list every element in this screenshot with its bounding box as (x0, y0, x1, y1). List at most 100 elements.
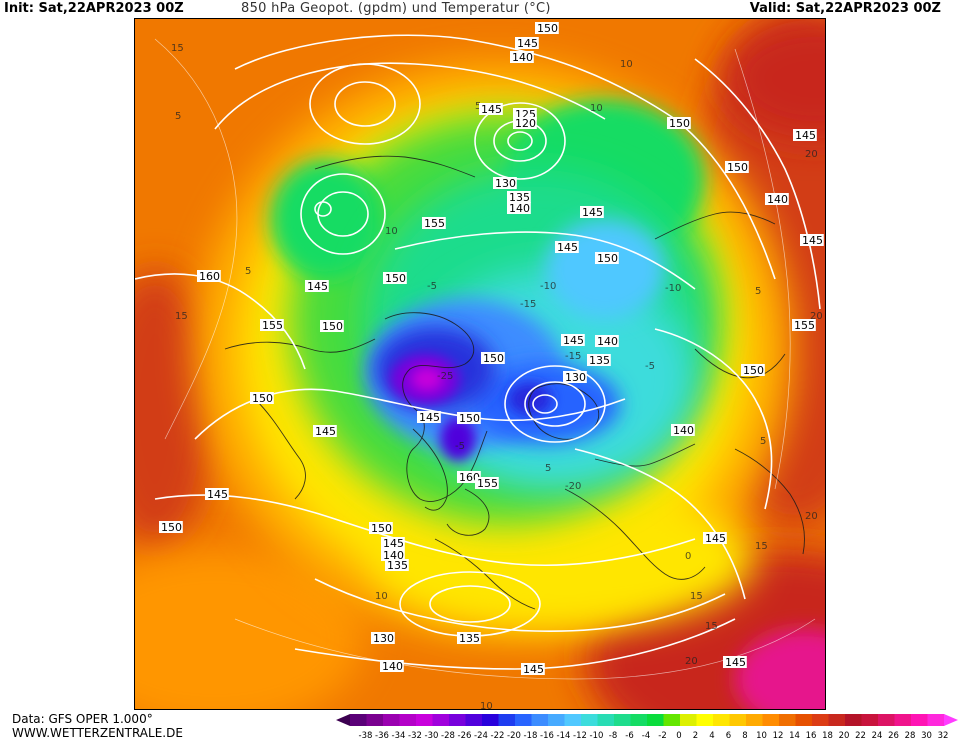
colorbar-tick-label: -6 (625, 731, 633, 741)
init-time: Init: Sat,22APR2023 00Z (4, 1, 184, 16)
geopotential-label: 135 (589, 354, 610, 367)
geopotential-label: 145 (207, 488, 228, 501)
geopotential-label: 150 (743, 364, 764, 377)
geopotential-label-box (385, 559, 409, 571)
colorbar-tick-label: 28 (905, 731, 916, 741)
colorbar-tick-label: -10 (590, 731, 604, 741)
geopotential-label-box (205, 488, 229, 500)
geopotential-label: 145 (582, 206, 603, 219)
colorbar-swatch (630, 714, 648, 726)
geopotential-label: 145 (802, 234, 823, 247)
colorbar-tick-label: 12 (773, 731, 784, 741)
geopotential-label-box (725, 161, 749, 173)
colorbar-swatch (597, 714, 615, 726)
temperature-label: -10 (665, 283, 681, 294)
colorbar-tick-label: -8 (609, 731, 617, 741)
temperature-label: -5 (455, 441, 465, 452)
temperature-label: -15 (565, 351, 581, 362)
temperature-label: 10 (375, 591, 388, 602)
weather-map: 15 5 10 5 15 20 10 5 5 15 5 -10 -5 -15 -20 -10 -15 -5 -25 0… (134, 18, 826, 710)
colorbar-swatch (399, 714, 417, 726)
colorbar-swatch (449, 714, 466, 726)
geopotential-label-box (159, 521, 183, 533)
geopotential-label: 150 (322, 320, 343, 333)
geopotential-label: 140 (509, 202, 530, 215)
colorbar-swatch (762, 714, 780, 726)
geopotential-label-box (507, 191, 531, 203)
colorbar-tick-label: -32 (408, 731, 422, 741)
geopotential-label-box (513, 117, 537, 129)
geopotential-label: 150 (537, 22, 558, 35)
geopotential-label: 140 (597, 335, 618, 348)
temperature-label: 5 (760, 436, 766, 447)
colorbar-tick-label: 24 (872, 731, 883, 741)
valid-time: Valid: Sat,22APR2023 00Z (749, 1, 941, 16)
temperature-label: 20 (810, 311, 823, 322)
colorbar-swatch (614, 714, 631, 726)
colorbar-swatch (828, 714, 846, 726)
temperature-label: 10 (620, 59, 633, 70)
geopotential-label-box (493, 177, 517, 189)
geopotential-label: 145 (523, 663, 544, 676)
temperature-label: 5 (475, 101, 481, 112)
footer-source: Data: GFS OPER 1.000° WWW.WETTERZENTRALE… (12, 712, 183, 740)
site-url: WWW.WETTERZENTRALE.DE (12, 726, 183, 740)
geopotential-label: 145 (725, 656, 746, 669)
temperature-label: -25 (437, 371, 453, 382)
colorbar-swatch (812, 714, 829, 726)
colorbar-swatch (498, 714, 516, 726)
colorbar-tick-label: 14 (789, 731, 800, 741)
temperature-label: 20 (805, 149, 818, 160)
colorbar-tick-label: 16 (806, 731, 817, 741)
geopotential-label: 145 (563, 334, 584, 347)
colorbar-tick-label: 26 (888, 731, 899, 741)
temperature-field (135, 19, 825, 709)
colorbar-tick-label: 32 (938, 731, 949, 741)
geopotential-label-box (250, 392, 274, 404)
colorbar-tick-label: -38 (359, 731, 373, 741)
colorbar-swatch (581, 714, 598, 726)
colorbar-swatch (432, 714, 450, 726)
geopotential-label: 155 (424, 217, 445, 230)
geopotential-label: 135 (509, 191, 530, 204)
temperature-label: 15 (825, 261, 826, 272)
geopotential-label: 145 (517, 37, 538, 50)
geopotential-label-box (792, 319, 816, 331)
geopotential-label-box (595, 252, 619, 264)
geopotential-label: 120 (515, 117, 536, 130)
geopotential-label-box (563, 371, 587, 383)
temperature-label: 15 (755, 541, 768, 552)
temperature-label: 10 (385, 226, 398, 237)
temperature-label: -15 (520, 299, 536, 310)
geopotential-label-box (667, 117, 691, 129)
geopotential-label-box (479, 103, 503, 115)
colorbar-swatch (746, 714, 763, 726)
colorbar-swatch (779, 714, 796, 726)
geopotential-label-box (595, 335, 619, 347)
geopotential-label-box (800, 234, 824, 246)
colorbar-swatch (383, 714, 400, 726)
colorbar-swatch (795, 714, 813, 726)
geopotential-label: 150 (252, 392, 273, 405)
colorbar-swatch (531, 714, 549, 726)
geopotential-label: 130 (373, 632, 394, 645)
colorbar-swatch (350, 714, 367, 726)
geopotential-label-box (703, 532, 727, 544)
colorbar-swatch (845, 714, 862, 726)
colorbar-swatch (647, 714, 664, 726)
geopotential-label-box (380, 660, 404, 672)
geopotential-label-box (481, 352, 505, 364)
temperature-label: 20 (805, 511, 818, 522)
geopotential-label-box (381, 537, 405, 549)
geopotential-label-box (320, 320, 344, 332)
colorbar-tick-label: 10 (756, 731, 767, 741)
geopotential-label-box (510, 51, 534, 63)
temperature-label: 15 (175, 311, 188, 322)
geopotential-label: 145 (705, 532, 726, 545)
colorbar-swatch (696, 714, 714, 726)
geopotential-label: 155 (794, 319, 815, 332)
geopotential-label-box (580, 206, 604, 218)
geopotential-label-box (535, 22, 559, 34)
colorbar-swatch (515, 714, 532, 726)
